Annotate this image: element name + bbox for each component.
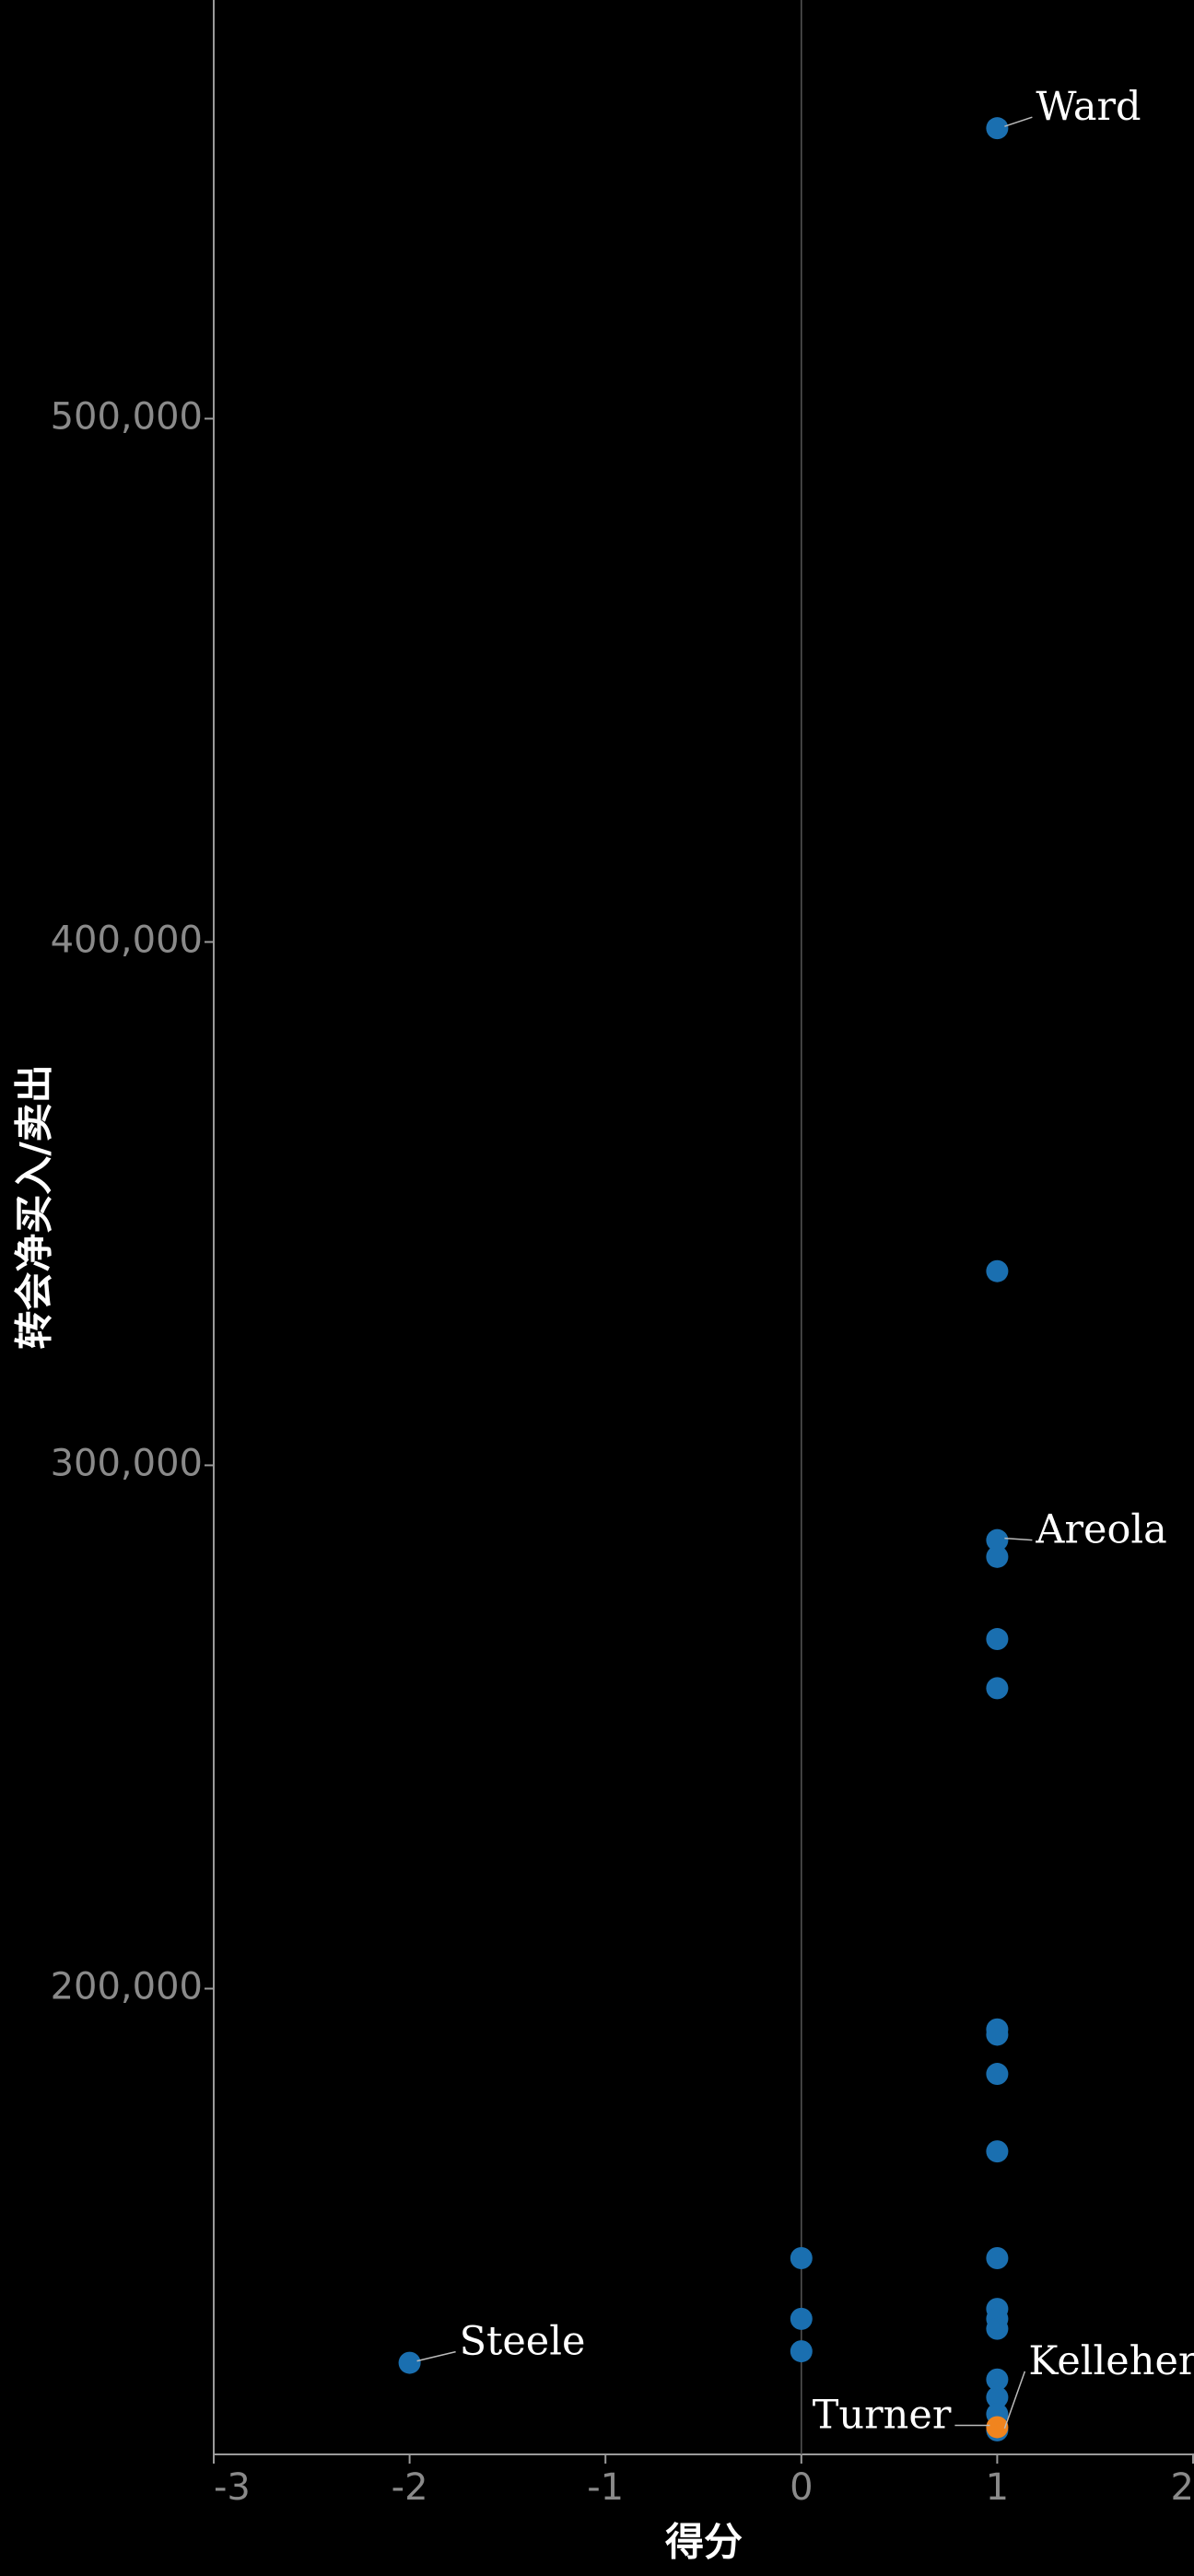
x-tick-label: 2 [1171, 2466, 1194, 2509]
point [986, 2063, 1009, 2086]
y-tick-label: 300,000 [51, 1442, 203, 1484]
x-axis-title: 得分 [665, 2520, 743, 2565]
point-label: Areola [1035, 1507, 1166, 1553]
x-tick-label: -3 [214, 2466, 251, 2509]
point [790, 2246, 813, 2269]
y-tick-label: 400,000 [51, 919, 203, 961]
point [986, 2140, 1009, 2163]
label-leader [1004, 1537, 1033, 1541]
label-leader [1004, 116, 1033, 127]
point [986, 2023, 1009, 2046]
point [986, 2368, 1009, 2391]
point [790, 2340, 813, 2363]
point [986, 117, 1009, 140]
y-tick-label: 200,000 [51, 1965, 203, 2008]
point-label: Turner [813, 2392, 952, 2438]
x-tick-label: -2 [392, 2466, 428, 2509]
x-tick-label: 1 [986, 2466, 1009, 2509]
point [986, 2386, 1009, 2409]
y-axis-title: 转会净买入/卖出 [12, 1064, 57, 1349]
x-tick-label: 0 [790, 2466, 813, 2509]
point [986, 1677, 1009, 1700]
point [398, 2351, 421, 2374]
point-label: Ward [1036, 84, 1141, 130]
point [986, 1628, 1009, 1651]
point [790, 2307, 813, 2330]
point [986, 2416, 1009, 2439]
point-label: Steele [460, 2319, 586, 2365]
point-label: Kelleher [1028, 2338, 1194, 2384]
x-tick-label: -1 [587, 2466, 624, 2509]
y-tick-label: 500,000 [51, 395, 203, 438]
point [986, 1259, 1009, 1282]
point [986, 2317, 1009, 2340]
point [986, 2246, 1009, 2269]
point [986, 1528, 1009, 1551]
label-leader [1003, 2371, 1026, 2430]
label-leader [416, 2350, 456, 2362]
point [986, 1545, 1009, 1568]
